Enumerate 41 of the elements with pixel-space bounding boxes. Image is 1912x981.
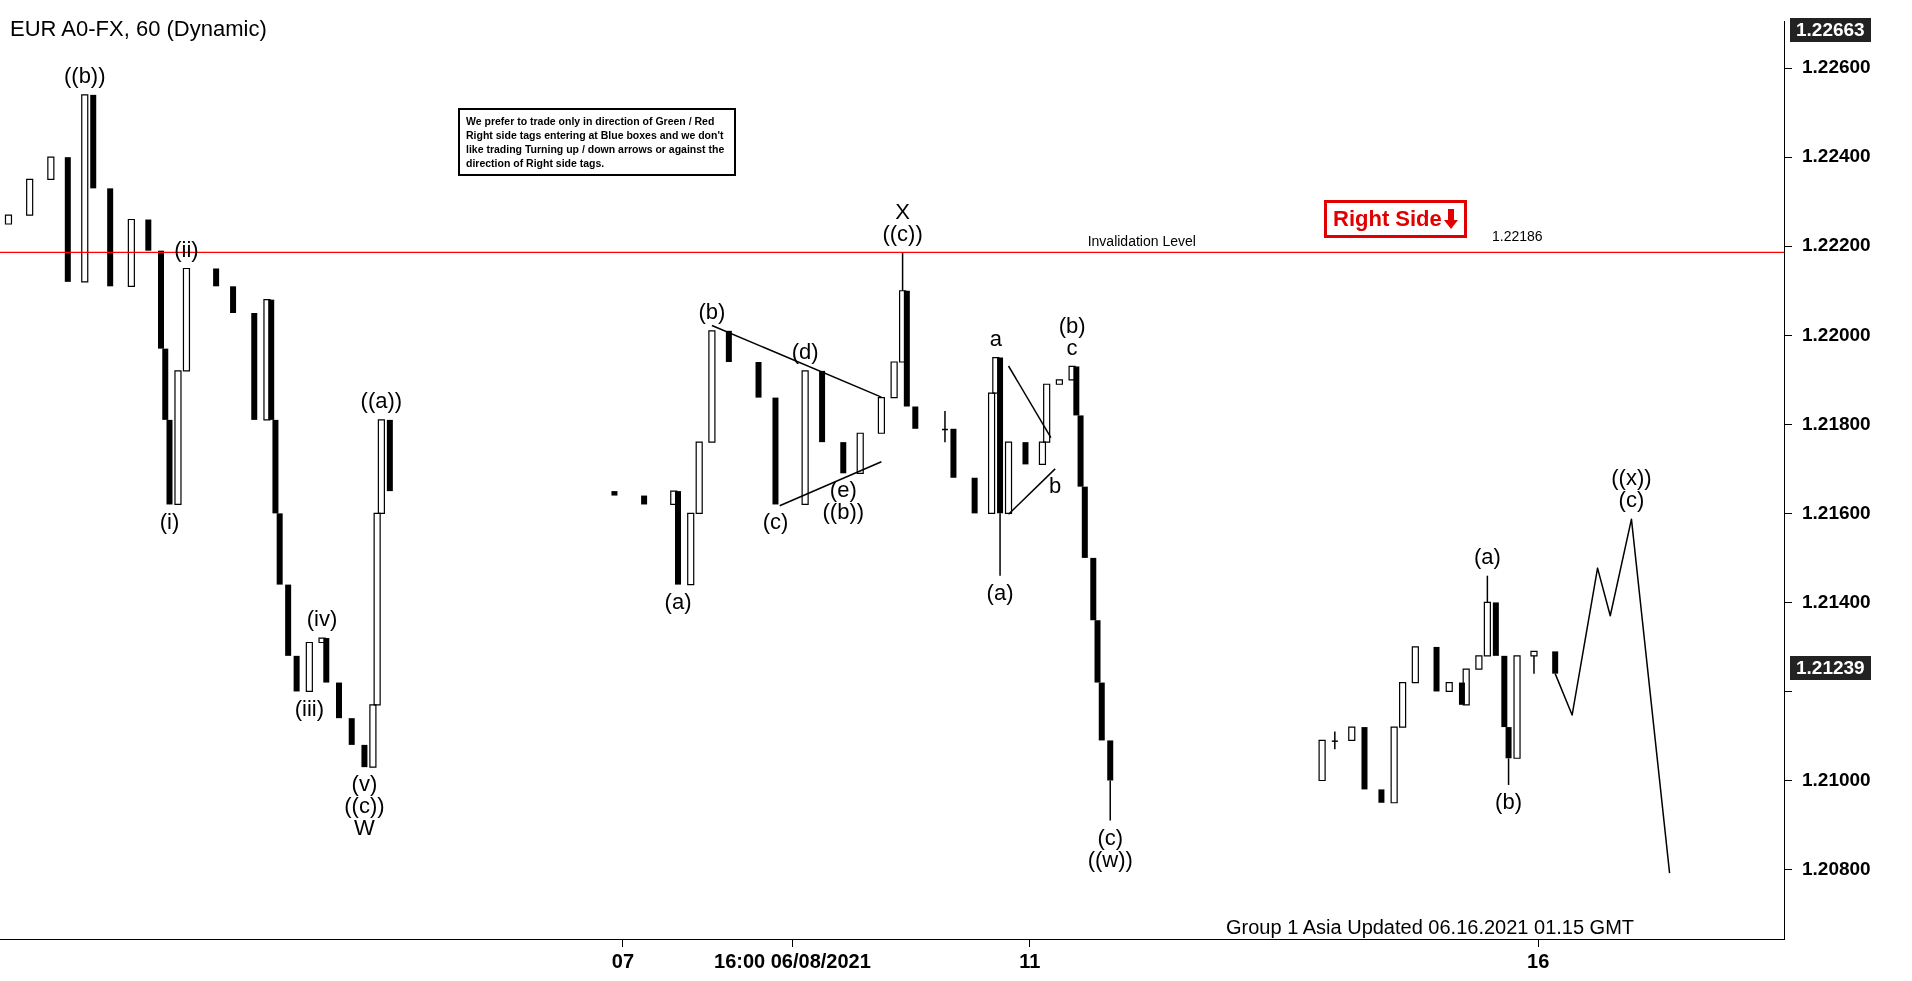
annotation: ((b)): [63, 62, 106, 88]
text: 1.21239: [1790, 656, 1871, 680]
y-tick-label: 1.21600: [1802, 501, 1871, 523]
y-tick-label: 1.21800: [1802, 412, 1871, 434]
candlestick: [1530, 650, 1538, 675]
ref-line-label: Invalidation Level: [1087, 233, 1196, 250]
annotation: (a): [664, 588, 692, 614]
annotation: b: [1049, 472, 1062, 498]
annotation: (a): [1473, 543, 1501, 569]
annotation: We prefer to trade only in direction of Green / Red Right side tags entering at Blue boxes and we don't like trading Turning up / down arrows or against the direction of Right side tags.: [458, 108, 736, 176]
annotation: (v): [351, 771, 378, 797]
y-tick-label: 1.20800: [1802, 857, 1871, 879]
y-tick-label: 1.22600: [1802, 56, 1871, 78]
y-tick-label: 1.21000: [1802, 768, 1871, 790]
text: 1.22663: [1790, 18, 1871, 42]
x-tick-label: 16:00 06/08/2021: [714, 949, 871, 972]
annotation: a: [989, 325, 1003, 351]
annotation: ((x)): [1611, 465, 1652, 491]
annotation: Group 1 Asia Updated 06.16.2021 01.15 GMT: [1226, 916, 1635, 939]
candlestick: [1331, 730, 1338, 751]
x-tick-label: 07: [611, 949, 635, 972]
annotation: (e): [829, 477, 857, 503]
annotation: (b): [1495, 789, 1523, 815]
annotation: Right Side: [1333, 206, 1442, 232]
annotation: ((a)): [360, 387, 403, 413]
x-tick-label: 11: [1019, 949, 1041, 972]
annotation: 1.22186: [1492, 228, 1543, 244]
annotation: (d): [791, 338, 819, 364]
x-tick-label: 16: [1527, 949, 1550, 972]
annotation: (i): [159, 508, 180, 534]
annotation: (iii): [294, 695, 324, 721]
annotation: (b): [698, 298, 726, 324]
candlestick: [1107, 740, 1114, 822]
y-tick-label: 1.22400: [1802, 145, 1871, 167]
y-tick-label: 1.22000: [1802, 323, 1871, 345]
chart-title: EUR A0-FX, 60 (Dynamic): [10, 16, 267, 42]
y-tick-label: 1.21400: [1802, 590, 1871, 612]
annotation: (a): [986, 579, 1014, 605]
y-tick-label: 1.22200: [1802, 234, 1871, 256]
annotation: (iv): [306, 606, 338, 632]
annotation: (c): [762, 508, 789, 534]
